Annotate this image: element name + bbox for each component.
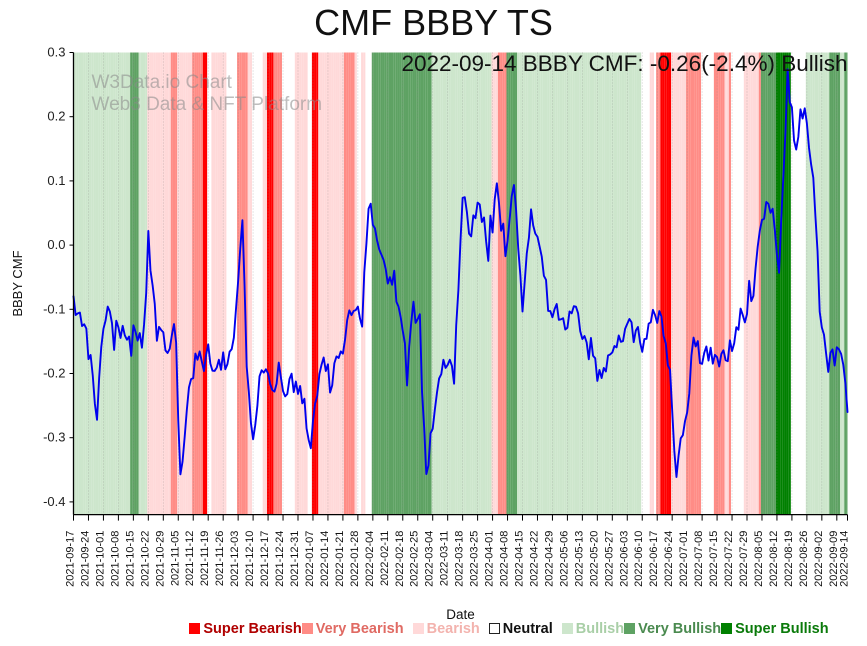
svg-text:2021-10-01: 2021-10-01	[94, 531, 106, 587]
svg-text:0.1: 0.1	[47, 173, 65, 188]
svg-text:2022-01-28: 2022-01-28	[349, 531, 361, 587]
svg-text:2022-01-07: 2022-01-07	[304, 531, 316, 587]
svg-text:2021-11-19: 2021-11-19	[199, 531, 211, 586]
svg-text:2022-07-15: 2022-07-15	[708, 531, 720, 587]
svg-text:2022-04-15: 2022-04-15	[514, 531, 526, 587]
svg-text:2021-10-08: 2021-10-08	[109, 531, 121, 587]
svg-text:2021-10-29: 2021-10-29	[154, 531, 166, 587]
svg-text:Web3 Data & NFT Platform: Web3 Data & NFT Platform	[92, 94, 323, 115]
svg-text:2021-12-31: 2021-12-31	[289, 531, 301, 587]
svg-text:2022-04-08: 2022-04-08	[499, 531, 511, 587]
svg-text:-0.4: -0.4	[43, 494, 65, 509]
svg-text:2022-07-08: 2022-07-08	[693, 531, 705, 587]
svg-text:2022-06-03: 2022-06-03	[618, 531, 630, 587]
svg-text:2022-08-19: 2022-08-19	[783, 531, 795, 587]
svg-text:2022-04-22: 2022-04-22	[528, 531, 540, 587]
svg-text:2022-02-25: 2022-02-25	[409, 531, 421, 587]
svg-text:2022-06-17: 2022-06-17	[648, 531, 660, 587]
svg-text:0.3: 0.3	[47, 45, 65, 60]
svg-text:2022-07-29: 2022-07-29	[738, 531, 750, 587]
svg-text:2021-11-05: 2021-11-05	[169, 531, 181, 586]
svg-text:2021-09-24: 2021-09-24	[79, 531, 91, 587]
svg-text:2021-10-15: 2021-10-15	[124, 531, 136, 587]
svg-text:-0.1: -0.1	[43, 301, 65, 316]
svg-text:2022-01-21: 2022-01-21	[334, 531, 346, 587]
svg-text:Date: Date	[446, 607, 475, 622]
svg-text:2022-02-04: 2022-02-04	[364, 531, 376, 587]
svg-text:2022-05-06: 2022-05-06	[558, 531, 570, 587]
svg-text:2022-09-14: 2022-09-14	[839, 531, 851, 587]
svg-text:2021-11-26: 2021-11-26	[214, 531, 226, 586]
svg-text:BBBY CMF: BBBY CMF	[10, 250, 25, 316]
svg-text:-0.2: -0.2	[43, 366, 65, 381]
svg-text:2022-05-27: 2022-05-27	[603, 531, 615, 587]
svg-text:2021-12-10: 2021-12-10	[244, 531, 256, 587]
svg-text:2022-08-12: 2022-08-12	[768, 531, 780, 587]
svg-text:2022-02-11: 2022-02-11	[379, 531, 391, 586]
svg-text:2022-05-13: 2022-05-13	[573, 531, 585, 587]
svg-text:2022-04-29: 2022-04-29	[543, 531, 555, 587]
svg-text:2022-09-02: 2022-09-02	[813, 531, 825, 587]
svg-text:2022-09-14 BBBY CMF: -0.26(-2.: 2022-09-14 BBBY CMF: -0.26(-2.4%) Bullis…	[401, 51, 847, 76]
svg-text:2022-08-26: 2022-08-26	[798, 531, 810, 587]
svg-text:2022-03-04: 2022-03-04	[424, 531, 436, 587]
svg-text:2022-02-18: 2022-02-18	[394, 531, 406, 587]
svg-text:2021-12-03: 2021-12-03	[229, 531, 241, 587]
svg-text:2022-05-20: 2022-05-20	[588, 531, 600, 587]
svg-text:2022-06-10: 2022-06-10	[633, 531, 645, 587]
svg-text:2022-03-11: 2022-03-11	[439, 531, 451, 586]
svg-text:2022-03-18: 2022-03-18	[454, 531, 466, 587]
svg-text:2021-10-22: 2021-10-22	[139, 531, 151, 587]
svg-text:2022-07-22: 2022-07-22	[723, 531, 735, 587]
svg-text:2022-03-25: 2022-03-25	[469, 531, 481, 587]
svg-text:2021-09-17: 2021-09-17	[65, 531, 77, 587]
svg-text:2022-01-14: 2022-01-14	[319, 531, 331, 587]
svg-text:-0.3: -0.3	[43, 430, 65, 445]
svg-text:2021-11-12: 2021-11-12	[184, 531, 196, 586]
svg-text:2022-07-01: 2022-07-01	[678, 531, 690, 587]
svg-text:W3Data.io Chart: W3Data.io Chart	[92, 72, 233, 93]
svg-text:2021-12-17: 2021-12-17	[259, 531, 271, 587]
svg-text:2021-12-24: 2021-12-24	[274, 531, 286, 587]
svg-text:2022-08-05: 2022-08-05	[753, 531, 765, 587]
svg-text:2022-04-01: 2022-04-01	[484, 531, 496, 587]
svg-text:2022-06-24: 2022-06-24	[663, 531, 675, 587]
svg-text:0.2: 0.2	[47, 109, 65, 124]
svg-text:0.0: 0.0	[47, 237, 65, 252]
